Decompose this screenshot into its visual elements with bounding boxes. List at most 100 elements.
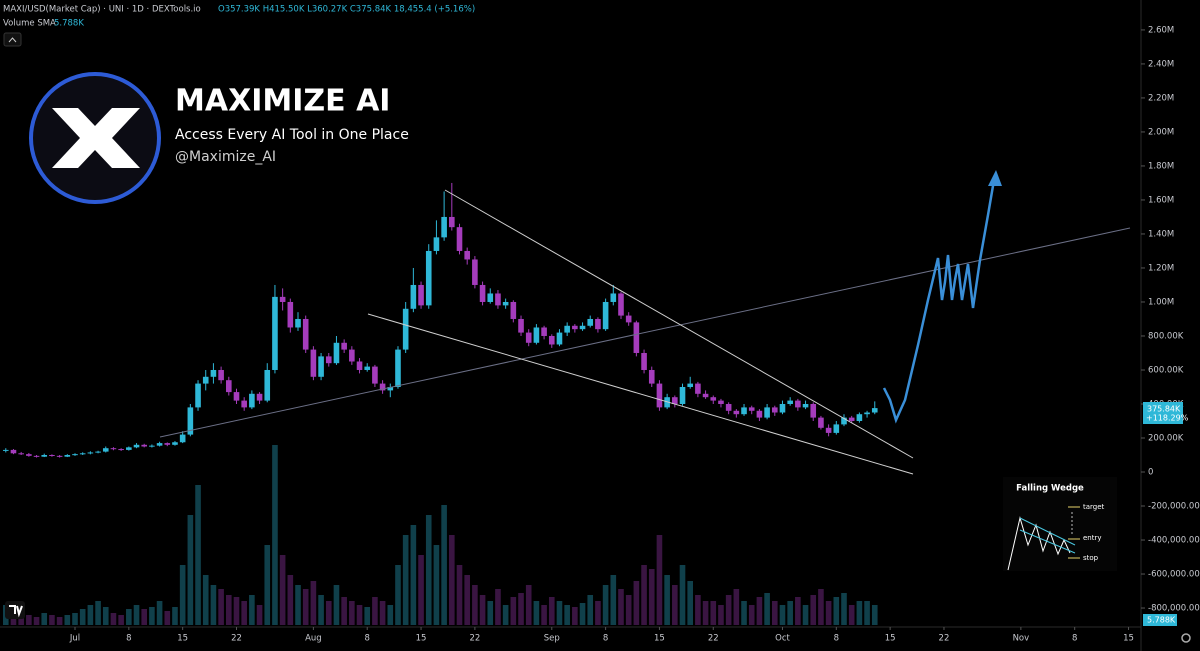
candle-body <box>525 332 532 343</box>
candle-body <box>441 216 447 238</box>
candle-body <box>433 237 440 251</box>
candle-body <box>672 397 678 404</box>
candle-body <box>771 407 778 413</box>
volume-bar <box>587 595 594 625</box>
volume-bar <box>695 595 701 625</box>
candle-body <box>564 325 570 333</box>
volume-bar <box>202 575 209 625</box>
volume-bar <box>518 593 524 625</box>
volume-bar <box>287 575 294 625</box>
candle-body <box>579 325 586 330</box>
volume-bar <box>756 597 763 625</box>
candle-body <box>10 449 17 454</box>
volume-bar <box>49 615 55 625</box>
volume-bar <box>841 593 847 625</box>
logo-mark <box>52 108 140 168</box>
x-tick-label: 8 <box>1072 634 1077 644</box>
volume-bar <box>126 609 132 625</box>
volume-bar <box>302 589 309 625</box>
inset-title: Falling Wedge <box>1016 484 1084 494</box>
volume-bar <box>364 607 371 625</box>
candle-body <box>187 407 194 435</box>
volume-bar <box>441 505 447 625</box>
candle-body <box>425 250 432 306</box>
candle-body <box>633 322 640 353</box>
volume-bar <box>395 565 401 625</box>
candle-body <box>33 455 40 457</box>
y-tick-label: 2.00M <box>1148 127 1174 137</box>
candle-body <box>287 301 294 328</box>
settings[interactable] <box>1181 633 1191 643</box>
volume-bar <box>172 607 178 625</box>
volume-bar <box>210 585 217 625</box>
tv-logo-mark <box>9 605 23 618</box>
volume-bar <box>633 581 640 625</box>
volume-bar <box>556 601 563 625</box>
volume-bar <box>279 555 286 625</box>
candle-body <box>202 376 209 384</box>
volume-bar <box>149 607 155 625</box>
volume-bar <box>449 535 455 625</box>
brand-name: MAXIMIZE AI <box>175 84 390 119</box>
volume-bar <box>718 605 724 625</box>
candle-body <box>702 393 709 398</box>
volume-bar <box>795 597 801 625</box>
indicator-value: 5.788K <box>54 19 84 29</box>
volume-bar <box>525 585 532 625</box>
candle-body <box>648 369 655 384</box>
volume-bar <box>618 589 624 625</box>
candle-body <box>172 442 178 445</box>
volume-bar <box>349 601 355 625</box>
candle-body <box>79 453 86 455</box>
volume-bar <box>264 545 271 625</box>
candle-body <box>272 296 278 370</box>
volume-bar <box>402 535 409 625</box>
candle-body <box>587 318 594 326</box>
candle-body <box>410 284 417 309</box>
candle-body <box>595 318 601 330</box>
candle-body <box>179 434 186 443</box>
candle-body <box>249 393 255 408</box>
volume-bar <box>864 601 870 625</box>
volume-bar <box>664 575 670 625</box>
volume-bar <box>687 581 693 625</box>
x-tick-label: 8 <box>126 634 131 644</box>
candle-body <box>779 403 786 413</box>
candle-body <box>133 444 140 448</box>
candle-body <box>310 349 317 377</box>
candle-body <box>756 410 763 418</box>
candle-body <box>610 293 617 302</box>
candle-body <box>802 403 809 408</box>
volume-bar <box>87 605 94 625</box>
x-tick-label: 15 <box>654 634 665 644</box>
volume-bar <box>533 601 540 625</box>
x-tick-label: 22 <box>939 634 950 644</box>
candle-body <box>518 318 524 333</box>
volume-bar <box>241 601 247 625</box>
candle-body <box>533 327 540 343</box>
x-tick-label: 22 <box>469 634 480 644</box>
volume-bar <box>564 605 570 625</box>
volume-bar <box>310 581 317 625</box>
candle-body <box>333 342 340 364</box>
volume-bar <box>748 605 755 625</box>
volume-bar <box>156 601 163 625</box>
candle-body <box>472 259 478 285</box>
y-tick-label: 2.60M <box>1148 25 1174 35</box>
candle-body <box>741 407 747 415</box>
collapse-button[interactable] <box>3 32 22 47</box>
y-tick-label: 1.60M <box>1148 195 1174 205</box>
candle-body <box>841 417 847 425</box>
volume-bar <box>79 609 86 625</box>
volume-bar <box>33 617 40 625</box>
volume-bar <box>548 597 555 625</box>
candle-body <box>718 400 724 404</box>
volume-bar <box>464 575 470 625</box>
y-tick-label: 2.40M <box>1148 59 1174 69</box>
volume-bar <box>425 515 432 625</box>
candle-body <box>810 403 817 418</box>
volume-bar <box>164 611 171 625</box>
volume-bar <box>595 601 601 625</box>
x-tick-label: 15 <box>1123 634 1134 644</box>
candle-body <box>18 453 24 455</box>
